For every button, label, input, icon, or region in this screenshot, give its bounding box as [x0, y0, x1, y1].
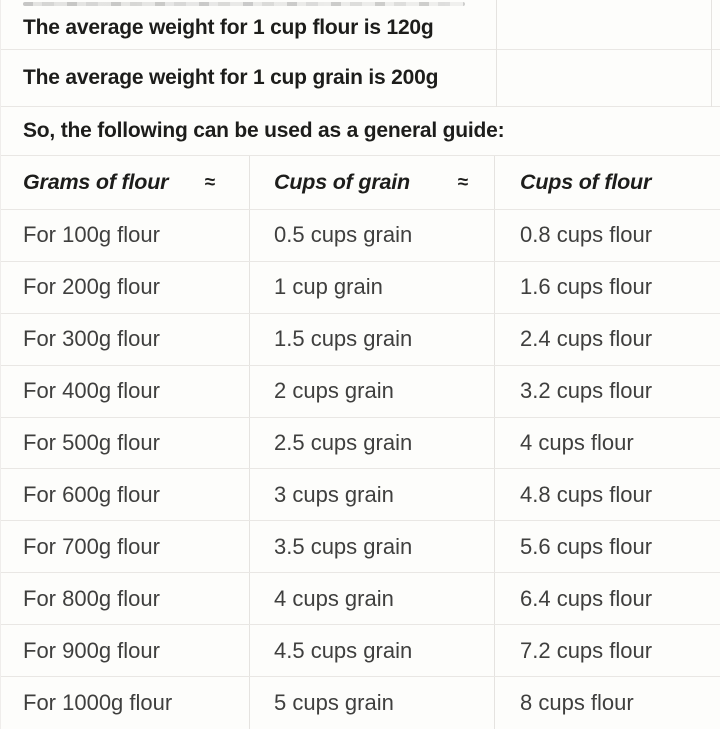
table-cell: For 800g flour: [23, 585, 160, 611]
intro-line-text: So, the following can be used as a gener…: [23, 119, 505, 142]
table-cell: 0.5 cups grain: [249, 210, 494, 261]
header-cups-of-flour: Cups of flour: [494, 156, 720, 209]
header-label: Cups of flour: [520, 170, 652, 194]
table-row: For 900g flour 4.5 cups grain 7.2 cups f…: [1, 625, 720, 678]
table-cell: 6.4 cups flour: [494, 573, 720, 625]
table-row: For 500g flour 2.5 cups grain 4 cups flo…: [1, 417, 720, 470]
table-cell: For 100g flour: [23, 222, 160, 248]
cropped-text-remnant: [23, 2, 465, 6]
table-cell: For 900g flour: [23, 637, 160, 663]
table-cell: 3.2 cups flour: [494, 365, 720, 417]
note-flour-weight: The average weight for 1 cup flour is 12…: [1, 6, 720, 50]
table-cell: 4.5 cups grain: [249, 625, 494, 677]
table-row: For 300g flour 1.5 cups grain 2.4 cups f…: [1, 313, 720, 366]
note-grain-weight: The average weight for 1 cup grain is 20…: [1, 50, 720, 107]
table-row: For 1000g flour 5 cups grain 8 cups flou…: [1, 677, 720, 729]
table-header-row: Grams of flour ≈ Cups of grain ≈ Cups of…: [1, 156, 720, 210]
table-cell: For 200g flour: [23, 274, 160, 300]
table-cell: 1.6 cups flour: [494, 261, 720, 313]
table-row: For 100g flour 0.5 cups grain 0.8 cups f…: [1, 210, 720, 262]
table-cell: 0.8 cups flour: [494, 210, 720, 261]
table-cell: 4 cups grain: [249, 573, 494, 625]
conversion-table: Grams of flour ≈ Cups of grain ≈ Cups of…: [1, 156, 720, 729]
table-cell: 2.5 cups grain: [249, 417, 494, 469]
table-cell: 7.2 cups flour: [494, 625, 720, 677]
note-grain-weight-text: The average weight for 1 cup grain is 20…: [23, 66, 439, 89]
table-cell: For 600g flour: [23, 481, 160, 507]
table-cell: For 500g flour: [23, 430, 160, 455]
table-cell: 4 cups flour: [494, 417, 720, 469]
approx-symbol: ≈: [204, 171, 215, 193]
note-outer-divider: [711, 0, 712, 107]
table-row: For 800g flour 4 cups grain 6.4 cups flo…: [1, 573, 720, 626]
header-grams-of-flour: Grams of flour ≈: [1, 156, 249, 209]
table-row: For 200g flour 1 cup grain 1.6 cups flou…: [1, 261, 720, 314]
approx-symbol: ≈: [457, 171, 468, 193]
table-cell: 4.8 cups flour: [494, 469, 720, 521]
table-cell: 1.5 cups grain: [249, 313, 494, 365]
note-cell-divider: [496, 0, 497, 107]
table-cell: 1 cup grain: [249, 261, 494, 313]
table-cell: For 1000g flour: [23, 689, 173, 715]
table-cell: For 400g flour: [23, 378, 160, 404]
table-cell: 2.4 cups flour: [494, 313, 720, 365]
table-cell: For 700g flour: [23, 533, 160, 559]
table-cell: 2 cups grain: [249, 365, 494, 417]
intro-line: So, the following can be used as a gener…: [1, 107, 720, 156]
table-row: For 400g flour 2 cups grain 3.2 cups flo…: [1, 365, 720, 418]
note-flour-weight-text: The average weight for 1 cup flour is 12…: [23, 15, 434, 39]
table-cell: 5 cups grain: [249, 677, 494, 729]
table-cell: For 300g flour: [23, 326, 160, 352]
table-row: For 600g flour 3 cups grain 4.8 cups flo…: [1, 469, 720, 522]
header-label: Cups of grain: [274, 170, 410, 194]
header-cups-of-grain: Cups of grain ≈: [249, 156, 494, 209]
table-cell: 3 cups grain: [249, 469, 494, 521]
table-row: For 700g flour 3.5 cups grain 5.6 cups f…: [1, 521, 720, 574]
header-label: Grams of flour: [23, 170, 169, 194]
table-cell: 5.6 cups flour: [494, 521, 720, 573]
table-cell: 8 cups flour: [494, 677, 720, 729]
table-cell: 3.5 cups grain: [249, 521, 494, 573]
